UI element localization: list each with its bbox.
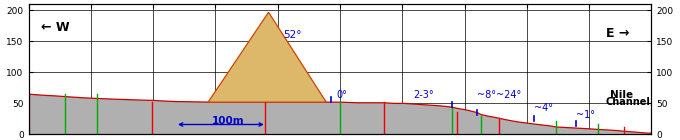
- Text: 100m: 100m: [211, 116, 244, 126]
- Text: ~4°: ~4°: [534, 103, 554, 113]
- Text: 2-3°: 2-3°: [413, 90, 434, 100]
- Text: Nile: Nile: [610, 90, 633, 100]
- Text: ~1°: ~1°: [577, 109, 595, 120]
- Text: 52°: 52°: [283, 30, 302, 40]
- Text: Channel: Channel: [606, 97, 651, 107]
- Text: ~8°~24°: ~8°~24°: [477, 90, 522, 100]
- Text: ← W: ← W: [41, 21, 70, 34]
- Polygon shape: [208, 12, 326, 102]
- Text: 0°: 0°: [337, 90, 347, 100]
- Polygon shape: [29, 94, 651, 134]
- Text: E →: E →: [606, 27, 629, 40]
